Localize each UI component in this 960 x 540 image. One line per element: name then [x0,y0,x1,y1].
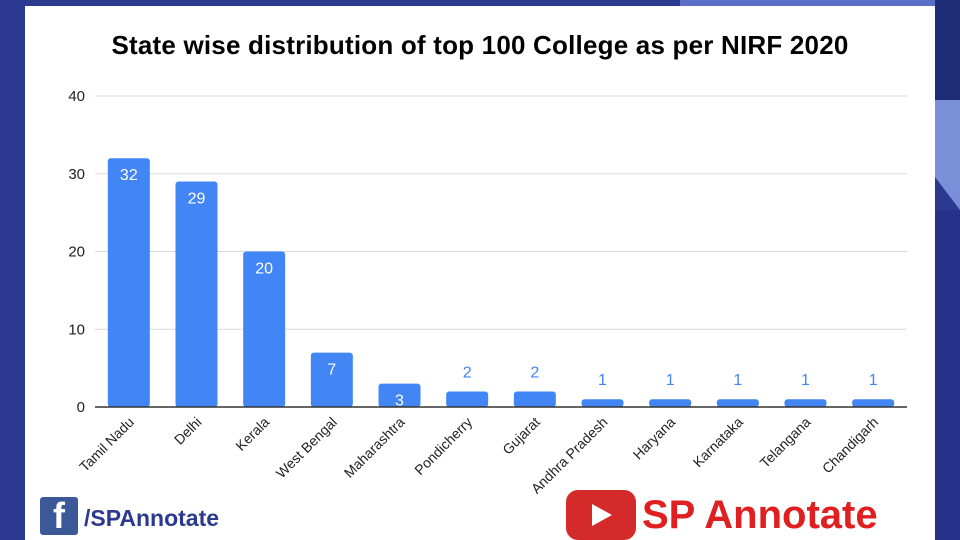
data-label: 3 [395,393,404,410]
data-label: 2 [463,364,472,381]
x-tick-label: Gujarat [499,414,543,458]
x-tick-label: Delhi [171,414,205,448]
x-tick-label: Haryana [630,414,679,463]
data-label: 29 [188,191,206,208]
data-label: 1 [801,372,810,389]
x-tick-label: Kerala [232,414,272,454]
x-tick-label: Telangana [757,414,814,471]
bar [378,383,421,407]
x-tick-label: Tamil Nadu [76,414,137,475]
y-tick-label: 30 [68,166,85,183]
data-label: 1 [869,372,878,389]
x-tick-label: Pondicherry [411,414,475,478]
youtube-channel-name: SP Annotate [642,493,878,537]
data-label: 2 [530,364,539,381]
data-label: 1 [733,372,742,389]
bar [310,352,353,407]
facebook-icon-glyph: f [53,495,65,536]
data-label: 1 [598,372,607,389]
facebook-handle: /SPAnnotate [84,505,220,531]
bar [852,399,895,407]
bar [649,399,692,407]
bar [581,399,624,407]
bar [513,391,556,407]
y-tick-label: 10 [68,321,85,338]
x-tick-label: Chandigarh [819,414,882,477]
data-label: 7 [327,362,336,379]
data-label: 1 [666,372,675,389]
chart-title: State wise distribution of top 100 Colle… [111,30,849,60]
x-tick-label: Maharashtra [341,414,408,481]
y-tick-label: 0 [77,399,85,416]
y-tick-label: 40 [68,88,85,105]
bar [784,399,827,407]
bar [243,251,286,407]
play-triangle-icon [592,504,612,526]
bar [107,158,150,407]
decor-right-band [935,0,960,100]
x-tick-label: West Bengal [273,414,340,481]
data-label: 20 [255,261,273,278]
youtube-play-icon [566,490,636,540]
data-label: 32 [120,167,138,184]
bar [716,399,759,407]
y-tick-label: 20 [68,244,85,261]
bar [446,391,489,407]
facebook-icon: f [40,495,78,536]
x-tick-label: Karnataka [690,414,747,471]
bar [175,181,218,407]
decor-top-strip [680,0,960,6]
decor-right-band-lower [935,210,960,540]
